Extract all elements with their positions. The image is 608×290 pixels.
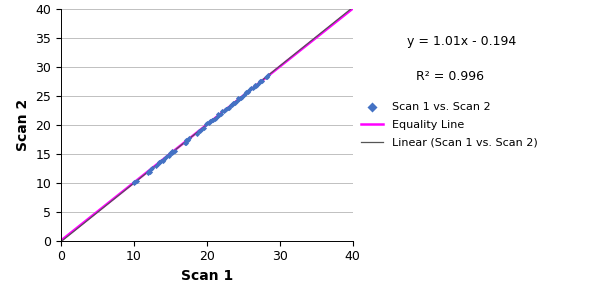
Point [210,117,219,122]
Point [243,90,252,94]
Point [184,136,194,140]
Point [184,137,193,142]
Point [243,89,253,93]
Point [154,160,164,165]
Point [252,83,262,88]
Point [262,75,272,79]
Point [214,112,224,117]
Point [129,180,139,184]
Point [155,160,165,165]
Point [209,118,218,122]
Point [153,162,163,166]
Point [166,151,176,155]
Point [130,180,140,184]
Point [170,149,179,154]
Point [238,94,247,99]
Point [204,121,214,126]
Point [250,83,260,88]
Point [197,127,207,132]
Point [233,96,243,101]
Point [263,73,273,78]
Point [261,75,271,80]
Point [246,86,256,90]
Y-axis label: Scan 2: Scan 2 [16,99,30,151]
Point [230,101,240,106]
Point [180,140,190,145]
Point [226,103,236,107]
X-axis label: Scan 1: Scan 1 [181,269,233,283]
Point [168,149,178,154]
Point [168,148,178,153]
Point [213,111,223,116]
Point [195,129,205,134]
Point [224,105,234,110]
Point [223,106,233,110]
Point [192,132,201,136]
Point [212,116,221,121]
Point [181,141,190,146]
Point [146,166,156,171]
Point [232,98,241,103]
Point [199,126,209,130]
Point [241,92,250,97]
Point [147,166,157,171]
Text: R² = 0.996: R² = 0.996 [416,70,484,83]
Point [206,119,216,124]
Point [151,163,161,168]
Point [217,109,227,113]
Point [201,122,211,126]
Point [205,119,215,124]
Point [257,79,267,83]
Point [245,87,255,91]
Point [221,107,230,112]
Point [165,151,175,155]
Point [256,78,266,83]
Point [213,113,223,118]
Point [143,170,153,175]
Point [249,84,258,89]
Point [181,138,191,143]
Point [216,112,226,116]
Point [221,107,231,111]
Point [158,159,168,163]
Point [143,169,153,174]
Point [254,80,263,85]
Point [250,83,260,88]
Text: y = 1.01x - 0.194: y = 1.01x - 0.194 [407,35,517,48]
Point [159,157,168,161]
Point [130,181,139,185]
Point [194,128,204,133]
Point [167,151,176,155]
Point [202,121,212,125]
Point [227,102,237,107]
Point [255,79,265,84]
Point [144,168,154,173]
Point [164,154,174,159]
Point [162,154,172,158]
Point [234,97,244,101]
Point [182,138,192,143]
Point [161,156,170,160]
Point [219,108,229,113]
Legend: Scan 1 vs. Scan 2, Equality Line, Linear (Scan 1 vs. Scan 2): Scan 1 vs. Scan 2, Equality Line, Linear… [361,102,538,148]
Point [229,101,238,106]
Point [207,118,216,122]
Point [157,159,167,164]
Point [235,96,245,101]
Point [236,96,246,100]
Point [219,109,229,113]
Point [248,86,258,90]
Point [228,100,238,105]
Point [239,93,249,97]
Point [145,169,154,174]
Point [132,178,142,183]
Point [241,89,251,94]
